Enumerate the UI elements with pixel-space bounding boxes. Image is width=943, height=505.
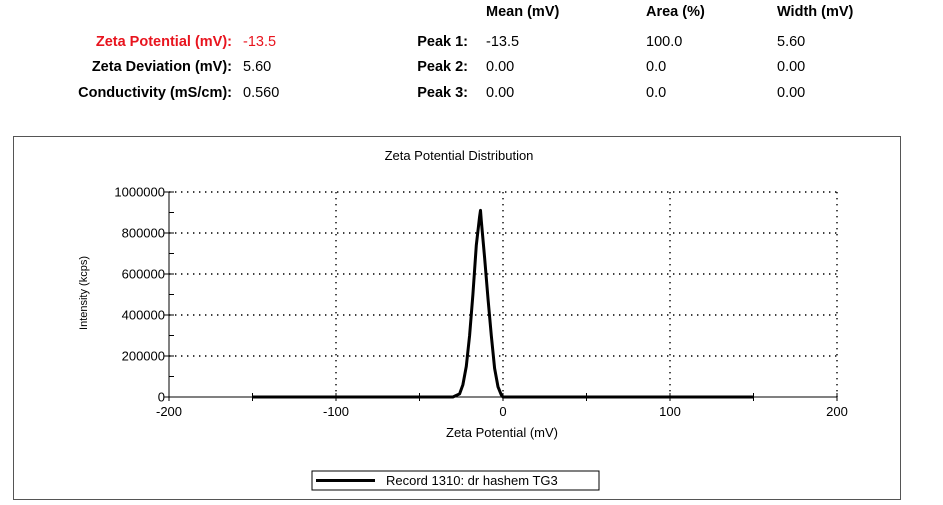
chart-panel: Zeta Potential Distribution 0 200000 40000… — [13, 136, 901, 500]
peak-1-mean: -13.5 — [486, 34, 520, 50]
zeta-deviation-label: Zeta Deviation (mV): — [91, 59, 232, 75]
x-tick-label: 0 — [499, 404, 506, 419]
grid-lines — [169, 191, 838, 397]
y-tick-label: 800000 — [122, 226, 165, 241]
x-tick-label: -200 — [156, 404, 182, 419]
legend-box — [311, 470, 600, 491]
peak-3-area: 0.0 — [646, 85, 667, 101]
zeta-potential-value: -13.5 — [243, 34, 277, 50]
peak-3-mean: 0.00 — [486, 85, 515, 101]
peak-2-label: Peak 2: — [417, 59, 468, 75]
conductivity-value: 0.560 — [243, 85, 280, 101]
x-axis-label: Zeta Potential (mV) — [446, 425, 558, 440]
y-axis-label: Intensity (kcps) — [78, 256, 90, 330]
x-tick-labels: -200 -100 0 100 200 — [156, 404, 848, 419]
y-tick-label: 1000000 — [114, 185, 165, 200]
y-tick-label: 200000 — [122, 349, 165, 364]
peak-2-width: 0.00 — [777, 59, 806, 75]
peak-1-width: 5.60 — [777, 34, 806, 50]
mean-header: Mean (mV) — [486, 4, 560, 20]
peak-1-area: 100.0 — [646, 34, 683, 50]
zeta-distribution-chart: Zeta Potential Distribution 0 200000 40000… — [78, 148, 848, 491]
series-layer — [252, 208, 754, 399]
y-tick-label: 0 — [158, 390, 165, 405]
peak-1-label: Peak 1: — [417, 34, 468, 50]
conductivity-label: Conductivity (mS/cm): — [78, 85, 232, 101]
zeta-deviation-value: 5.60 — [243, 59, 272, 75]
axes — [164, 191, 838, 401]
peak-2-area: 0.0 — [646, 59, 667, 75]
zeta-potential-label: Zeta Potential (mV): — [95, 34, 232, 50]
chart-title: Zeta Potential Distribution — [385, 148, 534, 163]
x-tick-label: 100 — [659, 404, 681, 419]
x-tick-label: 200 — [826, 404, 848, 419]
legend-label: Record 1310: dr hashem TG3 — [386, 473, 558, 488]
y-tick-labels: 0 200000 400000 600000 800000 1000000 — [114, 185, 165, 405]
x-tick-label: -100 — [323, 404, 349, 419]
peak-3-width: 0.00 — [777, 85, 806, 101]
area-header: Area (%) — [646, 4, 705, 20]
width-header: Width (mV) — [777, 4, 854, 20]
peak-2-mean: 0.00 — [486, 59, 515, 75]
series-line — [252, 208, 754, 399]
peak-3-label: Peak 3: — [417, 85, 468, 101]
y-tick-label: 600000 — [122, 267, 165, 282]
y-tick-label: 400000 — [122, 308, 165, 323]
